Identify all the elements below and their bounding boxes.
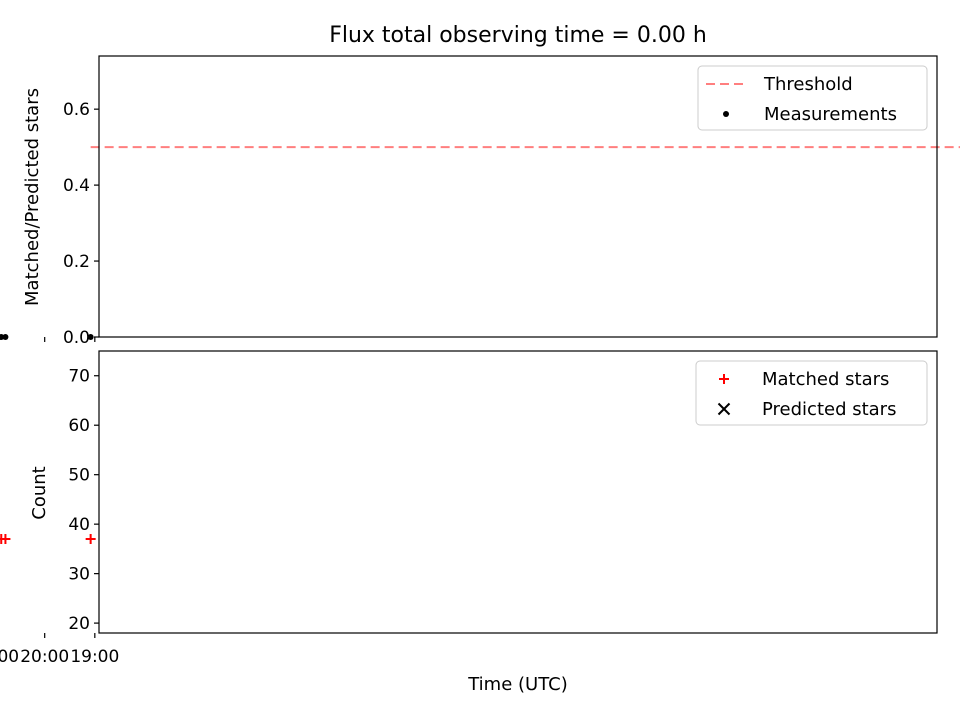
x-tick-label: 21:00: [0, 647, 19, 667]
matched-star-point: [0, 534, 7, 544]
x-tick-label: 20:00: [20, 647, 69, 667]
legend-matched-swatch: [719, 374, 729, 384]
measurement-point: [2, 334, 9, 340]
legend-label: Threshold: [763, 74, 853, 95]
y-tick-label: 0.4: [63, 176, 90, 196]
chart-title: Flux total observing time = 0.00 h: [329, 23, 707, 48]
y-tick-label: 40: [68, 515, 90, 535]
y-tick-label: 0.0: [63, 328, 90, 348]
axes-frame: [98, 350, 938, 634]
y-tick-label: 50: [68, 466, 90, 486]
bottom-y-axis-label: Count: [29, 466, 50, 519]
legend-label: Predicted stars: [762, 399, 896, 420]
y-tick-label: 70: [68, 367, 90, 387]
matched-star-point: [85, 534, 96, 544]
measurement-point: [0, 334, 5, 340]
x-tick-label: 19:00: [70, 647, 119, 667]
legend-box: [697, 65, 928, 131]
top-y-axis-label: Matched/Predicted stars: [22, 88, 43, 306]
legend-label: Matched stars: [762, 369, 889, 390]
count-panel: 20304050607019:0020:0021:0022:0023:0000:…: [0, 350, 938, 667]
measurement-point: [87, 334, 94, 340]
legend-predicted-swatch: [717, 402, 731, 416]
y-tick-label: 20: [68, 614, 90, 634]
y-tick-label: 60: [68, 416, 90, 436]
legend-measurement-swatch: [723, 111, 729, 117]
y-tick-label: 0.6: [63, 100, 90, 120]
axes-frame: [98, 55, 938, 338]
x-axis-label: Time (UTC): [467, 674, 568, 695]
legend-box: [695, 360, 928, 426]
legend-label: Measurements: [764, 104, 897, 125]
y-tick-label: 30: [68, 565, 90, 585]
ratio-panel: 0.0 0.2 0.4 0.6 Threshold Measurements: [0, 55, 960, 348]
y-tick-label: 0.2: [63, 252, 90, 272]
